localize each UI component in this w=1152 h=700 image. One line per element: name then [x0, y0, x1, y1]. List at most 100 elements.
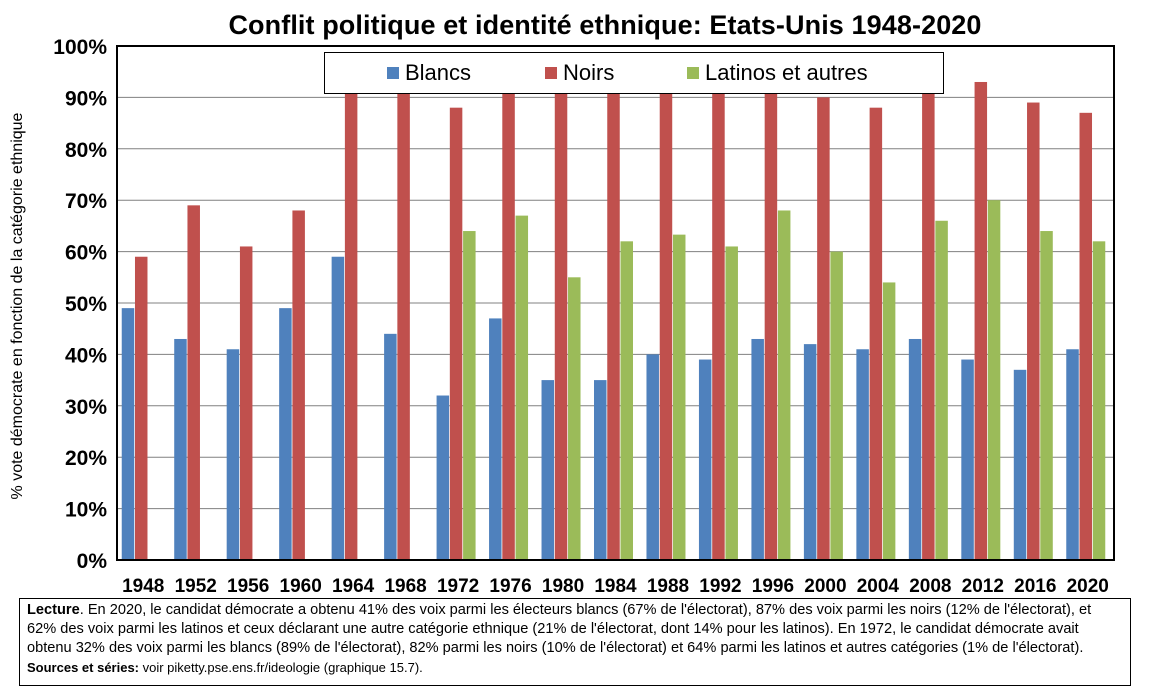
bar-noirs-1972 — [449, 107, 463, 561]
bar-noirs-1956 — [239, 246, 253, 560]
bar-noirs-2016 — [1027, 102, 1040, 560]
legend-swatch-blancs — [387, 67, 399, 79]
bar-noirs-1988 — [659, 89, 673, 560]
x-tick-label: 1988 — [647, 576, 689, 597]
x-tick-label: 1992 — [699, 576, 741, 597]
bar-chart: 0% 10% 20% 30% 40% 50% 60% 70% 80% 90% 100% 1948 19… — [53, 36, 1115, 597]
bar-latinos-et-autres-2000 — [830, 251, 843, 560]
bar-blancs-1976 — [489, 318, 502, 560]
bar-latinos-et-autres-1980 — [568, 277, 581, 560]
bar-blancs-2020 — [1066, 349, 1079, 560]
x-tick-label: 2012 — [962, 576, 1004, 597]
bar-noirs-1980 — [554, 79, 568, 560]
legend-label-latinos: Latinos et autres — [705, 60, 868, 85]
bar-blancs-1996 — [751, 338, 764, 560]
x-tick-label: 1996 — [752, 576, 794, 597]
legend-swatch-latinos — [687, 67, 699, 79]
bar-blancs-2012 — [961, 359, 974, 560]
x-tick-label: 1968 — [384, 576, 426, 597]
bar-blancs-1968 — [384, 333, 397, 560]
bar-noirs-1948 — [134, 256, 148, 560]
x-tick-label: 1972 — [437, 576, 479, 597]
note-sources-text: voir piketty.pse.ens.fr/ideologie (graph… — [139, 660, 423, 675]
bar-latinos-et-autres-1996 — [777, 210, 791, 561]
y-tick-label: 10% — [65, 499, 107, 522]
bar-blancs-2004 — [856, 349, 869, 560]
x-tick-label: 1976 — [489, 576, 531, 597]
bar-latinos-et-autres-1984 — [620, 241, 633, 560]
y-tick-label: 70% — [65, 190, 107, 213]
y-tick-label: 40% — [65, 344, 107, 367]
bar-latinos-et-autres-2008 — [935, 220, 948, 560]
bar-blancs-2000 — [803, 344, 817, 560]
bar-latinos-et-autres-1988 — [672, 234, 686, 560]
bar-noirs-1964 — [344, 76, 358, 560]
bar-noirs-1996 — [764, 76, 778, 560]
bar-noirs-1992 — [712, 77, 725, 561]
bar-blancs-1980 — [541, 380, 555, 560]
legend: Blancs Noirs Latinos et autres — [324, 52, 944, 94]
y-tick-label: 30% — [65, 396, 107, 419]
bar-latinos-et-autres-1992 — [725, 246, 738, 560]
bar-latinos-et-autres-1976 — [515, 215, 529, 560]
y-tick-label: 20% — [65, 447, 107, 470]
bar-noirs-1952 — [187, 205, 200, 560]
legend-item-latinos: Latinos et autres — [687, 53, 868, 93]
note-lecture-label: Lecture — [27, 602, 80, 618]
bar-latinos-et-autres-1972 — [463, 231, 476, 561]
bar-blancs-1952 — [174, 338, 187, 560]
bar-blancs-1948 — [121, 308, 135, 560]
plot-frame — [116, 45, 1115, 561]
y-tick-label: 80% — [65, 139, 107, 162]
reading-note: Lecture. En 2020, le candidat démocrate … — [19, 598, 1131, 686]
bar-noirs-1976 — [502, 71, 515, 560]
bar-noirs-2000 — [817, 97, 830, 561]
x-tick-label: 2020 — [1067, 576, 1109, 597]
legend-swatch-noirs — [545, 67, 557, 79]
bar-latinos-et-autres-2016 — [1040, 231, 1053, 561]
bar-noirs-2004 — [869, 107, 883, 561]
y-tick-label: 100% — [53, 36, 107, 59]
x-tick-label: 2016 — [1014, 576, 1056, 597]
x-tick-label: 1984 — [594, 576, 637, 597]
bar-latinos-et-autres-2020 — [1092, 241, 1106, 560]
bar-noirs-2012 — [974, 81, 988, 560]
y-tick-label: 60% — [65, 242, 107, 265]
bar-latinos-et-autres-2004 — [882, 282, 896, 560]
bar-noirs-1968 — [397, 61, 410, 561]
note-text: . En 2020, le candidat démocrate a obten… — [27, 602, 1092, 656]
bar-blancs-1972 — [436, 395, 450, 560]
x-tick-labels: 1948 1952 1956 1960 1964 1968 1972 1976 1980 1984… — [122, 576, 1109, 597]
x-tick-label: 1980 — [542, 576, 584, 597]
legend-item-blancs: Blancs — [387, 53, 471, 93]
y-tick-labels: 0% 10% 20% 30% 40% 50% 60% 70% 80% 90% 100% — [53, 36, 107, 573]
x-tick-label: 1952 — [175, 576, 217, 597]
note-sources-label: Sources et séries: — [27, 660, 140, 675]
bar-blancs-1984 — [594, 380, 607, 560]
bar-blancs-2008 — [908, 338, 922, 560]
bar-blancs-1956 — [226, 349, 240, 560]
bar-noirs-1984 — [607, 92, 620, 560]
x-tick-label: 2008 — [909, 576, 951, 597]
bar-blancs-1960 — [279, 308, 292, 560]
y-tick-label: 90% — [65, 87, 107, 110]
x-tick-label: 2004 — [857, 576, 900, 597]
bar-latinos-et-autres-2012 — [987, 200, 1001, 560]
legend-item-noirs: Noirs — [545, 53, 614, 93]
legend-label-noirs: Noirs — [563, 60, 615, 85]
bar-noirs-2020 — [1079, 112, 1093, 560]
bar-blancs-1964 — [331, 256, 345, 560]
bar-blancs-1992 — [698, 359, 712, 560]
x-tick-label: 2000 — [804, 576, 846, 597]
y-tick-label: 0% — [77, 550, 108, 573]
bar-noirs-1960 — [292, 210, 305, 561]
chart-title: Conflit politique et identité ethnique: … — [228, 10, 982, 40]
bars — [121, 61, 1106, 561]
y-tick-label: 50% — [65, 293, 107, 316]
bar-blancs-2016 — [1013, 369, 1027, 560]
x-tick-label: 1964 — [332, 576, 375, 597]
x-tick-label: 1960 — [280, 576, 322, 597]
bar-noirs-2008 — [922, 71, 935, 560]
x-tick-label: 1948 — [122, 576, 164, 597]
bar-blancs-1988 — [646, 354, 659, 560]
